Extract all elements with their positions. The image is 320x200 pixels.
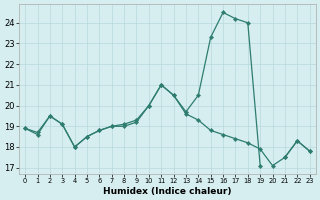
X-axis label: Humidex (Indice chaleur): Humidex (Indice chaleur) (103, 187, 232, 196)
